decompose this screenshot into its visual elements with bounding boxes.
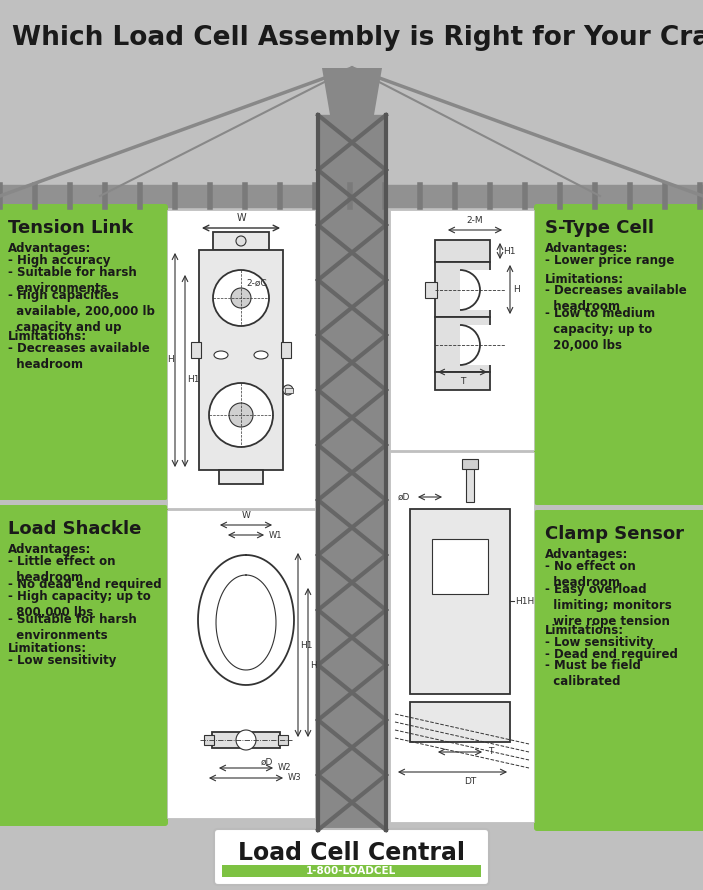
Text: Load Shackle: Load Shackle [8,520,141,538]
Text: Load Cell Central: Load Cell Central [238,841,465,865]
FancyBboxPatch shape [167,210,315,508]
Text: - Little effect on
  headroom: - Little effect on headroom [8,555,115,585]
Text: W: W [236,213,246,223]
Text: 1-800-LOADCEL: 1-800-LOADCEL [306,866,396,876]
Polygon shape [303,830,401,850]
Bar [222,865,481,877]
Text: - Dead end required: - Dead end required [545,648,678,661]
Bar [199,250,283,470]
Text: T: T [460,377,465,386]
Bar [425,282,437,298]
Text: - No effect on
  headroom: - No effect on headroom [545,561,636,589]
Text: S-Type Cell: S-Type Cell [545,219,654,237]
Text: - Decreases available
  headroom: - Decreases available headroom [8,342,150,371]
Bar [435,317,490,372]
Bar [462,459,478,469]
Text: Advantages:: Advantages: [8,544,91,556]
Text: 2-M: 2-M [467,216,484,225]
Text: T: T [488,748,494,756]
Text: - High capacities
  available, 200,000 lb
  capacity and up: - High capacities available, 200,000 lb … [8,288,155,334]
FancyBboxPatch shape [390,210,534,450]
Text: - Low sensitivity: - Low sensitivity [8,654,117,668]
Text: - High capacity; up to
  800,000 lbs: - High capacity; up to 800,000 lbs [8,590,150,619]
Text: 2-øC: 2-øC [246,279,266,287]
FancyBboxPatch shape [0,505,168,826]
Bar [212,732,280,748]
Circle shape [236,730,256,750]
Bar [435,240,490,262]
Circle shape [231,288,251,308]
Text: H: H [310,660,317,669]
Text: - No dead end required: - No dead end required [8,578,162,591]
Text: H1: H1 [187,376,200,384]
Ellipse shape [214,351,228,359]
FancyBboxPatch shape [167,510,315,818]
Ellipse shape [254,351,268,359]
Text: Limitations:: Limitations: [545,625,624,637]
Circle shape [213,270,269,326]
Text: - Suitable for harsh
  environments: - Suitable for harsh environments [8,266,137,295]
Bar [435,372,490,390]
Text: - Easy overload
  limiting; monitors
  wire rope tension: - Easy overload limiting; monitors wire … [545,583,672,628]
Text: - Low to medium
  capacity; up to
  20,000 lbs: - Low to medium capacity; up to 20,000 l… [545,307,655,352]
Bar [432,539,488,594]
Bar [466,467,474,502]
Circle shape [283,385,293,395]
Text: Limitations:: Limitations: [8,643,87,655]
Text: - Low sensitivity: - Low sensitivity [545,636,653,650]
FancyBboxPatch shape [214,829,489,885]
Bar [460,270,500,310]
Bar [281,342,291,358]
Polygon shape [322,68,382,115]
Text: W2: W2 [278,764,292,773]
Bar [410,509,510,694]
Text: Advantages:: Advantages: [545,242,628,255]
Text: - Lower price range: - Lower price range [545,255,674,267]
FancyBboxPatch shape [390,452,534,822]
Text: W: W [242,511,250,520]
Text: W1: W1 [269,530,283,539]
Circle shape [229,403,253,427]
FancyBboxPatch shape [534,204,703,505]
Text: H: H [513,286,520,295]
Text: - Decreases available
  headroom: - Decreases available headroom [545,285,687,313]
Bar [213,232,269,250]
Text: - Must be field
  calibrated: - Must be field calibrated [545,659,641,688]
Text: H1H: H1H [515,596,534,605]
Bar [460,325,500,365]
Text: DT: DT [464,777,476,786]
Text: W3: W3 [288,773,302,782]
Text: Advantages:: Advantages: [545,548,628,562]
Text: H1: H1 [503,247,515,255]
Bar [204,735,214,745]
Text: H1: H1 [300,641,313,650]
Bar [191,342,201,358]
Bar [410,702,510,742]
Text: Limitations:: Limitations: [8,330,87,343]
Text: Which Load Cell Assembly is Right for Your Crane?: Which Load Cell Assembly is Right for Yo… [12,25,703,51]
Circle shape [236,236,246,246]
Bar [219,470,263,484]
Text: Limitations:: Limitations: [545,272,624,286]
Text: Tension Link: Tension Link [8,219,134,237]
Bar [435,262,490,317]
Text: - High accuracy: - High accuracy [8,255,110,267]
Text: Advantages:: Advantages: [8,242,91,255]
FancyBboxPatch shape [0,204,168,500]
Text: øD: øD [261,758,273,767]
Bar [285,388,293,393]
Text: øD: øD [398,492,411,501]
FancyBboxPatch shape [0,0,703,68]
Text: Clamp Sensor: Clamp Sensor [545,525,684,543]
Circle shape [209,383,273,447]
Text: - Suitable for harsh
  environments: - Suitable for harsh environments [8,612,137,642]
Bar [278,735,288,745]
FancyBboxPatch shape [534,510,703,831]
Text: H: H [167,355,174,365]
